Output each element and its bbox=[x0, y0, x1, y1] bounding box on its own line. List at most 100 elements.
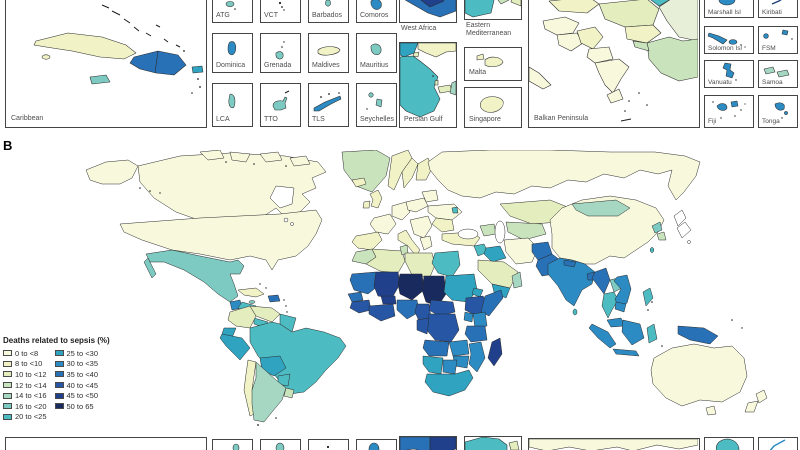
legend-item: 14 to <16 bbox=[3, 390, 47, 401]
country-iraq bbox=[483, 245, 507, 263]
inset-maldives: Maldives bbox=[308, 33, 349, 73]
legend-swatch bbox=[54, 382, 64, 389]
legend: Deaths related to sepsis (%) 0 to <8 8 t… bbox=[3, 336, 163, 422]
tto-map bbox=[272, 90, 290, 111]
country-somalia bbox=[480, 289, 504, 317]
inset-malta: Malta bbox=[464, 47, 522, 81]
country-turkey bbox=[646, 36, 698, 82]
inset-label-maldives: Maldives bbox=[312, 62, 340, 70]
country-tanzania bbox=[464, 325, 488, 343]
country-jamaica bbox=[89, 74, 111, 85]
country-australia bbox=[650, 343, 748, 407]
tls-map bbox=[313, 92, 342, 112]
inset-fsm: FSM bbox=[758, 26, 798, 54]
country-philippines bbox=[642, 287, 654, 307]
legend-item: 8 to <10 bbox=[3, 359, 47, 370]
inset-label-balkan: Balkan Peninsula bbox=[534, 115, 589, 123]
country-argentina bbox=[251, 361, 287, 423]
country-java bbox=[612, 348, 640, 357]
legend-swatch bbox=[3, 392, 12, 399]
inset-label-seychelles: Seychelles bbox=[360, 116, 394, 124]
inset-vct-bottom bbox=[260, 439, 301, 450]
inset-label-persian-gulf: Persian Gulf bbox=[404, 116, 443, 124]
country-namibia bbox=[422, 355, 444, 375]
inset-marshall-bottom bbox=[704, 437, 754, 450]
lca-map bbox=[228, 93, 236, 109]
vct-bottom-map bbox=[275, 442, 285, 450]
inset-label-kiribati: Kiribati bbox=[762, 8, 782, 16]
marshall-bottom-map bbox=[715, 438, 740, 450]
legend-item: 25 to <30 bbox=[54, 348, 98, 359]
inset-label-eastern-mediterranean: Eastern Mediterranean bbox=[466, 22, 512, 38]
country-alaska bbox=[85, 159, 139, 185]
inset-balkan: Balkan Peninsula bbox=[528, 0, 700, 128]
country-puerto-rico bbox=[191, 65, 204, 74]
legend-swatch bbox=[54, 360, 64, 367]
legend-item: 16 to <20 bbox=[3, 401, 47, 412]
barbados-map bbox=[325, 0, 331, 7]
inset-vct: VCT bbox=[260, 0, 301, 23]
persian-gulf-map bbox=[400, 43, 456, 118]
inset-singapore: Singapore bbox=[464, 87, 522, 128]
legend-item: 10 to <12 bbox=[3, 369, 47, 380]
country-mali bbox=[373, 271, 401, 299]
inset-persian-gulf: Persian Gulf bbox=[399, 42, 457, 128]
mauritius-map bbox=[370, 43, 382, 55]
legend-item: 35 to <40 bbox=[54, 369, 98, 380]
inset-atg-bottom bbox=[212, 439, 253, 450]
vct-map bbox=[278, 1, 285, 11]
fiji-map bbox=[712, 100, 746, 119]
country-egypt bbox=[431, 250, 461, 278]
inset-atg: ATG bbox=[212, 0, 253, 23]
inset-mauritius: Mauritius bbox=[356, 33, 397, 73]
country-zambia bbox=[448, 339, 470, 357]
country-burkina-faso bbox=[380, 295, 397, 305]
country-saudi-arabia bbox=[477, 259, 519, 289]
inset-eastern-mediterranean bbox=[464, 0, 522, 20]
inset-lca: LCA bbox=[212, 83, 253, 127]
inset-marshall: Marshall Isl bbox=[704, 0, 754, 18]
legend-swatch bbox=[3, 413, 12, 420]
west-africa-map bbox=[404, 0, 456, 18]
inset-tonga: Tonga bbox=[758, 95, 798, 128]
country-usa bbox=[119, 209, 323, 271]
inset-barbados: Barbados bbox=[308, 0, 349, 23]
maldives-map bbox=[317, 46, 341, 56]
balkan-bottom-map bbox=[529, 439, 698, 450]
inset-samoa: Samoa bbox=[758, 60, 798, 88]
comoros-bottom-map bbox=[368, 442, 380, 450]
inset-label-grenada: Grenada bbox=[264, 62, 292, 70]
country-nepal bbox=[563, 259, 577, 268]
fsm-map bbox=[763, 29, 793, 40]
country-hispaniola bbox=[129, 50, 187, 76]
legend-item: 45 to <50 bbox=[54, 390, 98, 401]
inset-label-caribbean: Caribbean bbox=[11, 115, 44, 123]
country-romania bbox=[598, 0, 660, 28]
country-sulawesi bbox=[646, 323, 658, 344]
inset-label-mauritius: Mauritius bbox=[360, 62, 389, 70]
country-oman bbox=[511, 271, 523, 289]
inset-label-west-africa: West Africa bbox=[401, 25, 437, 32]
country-mexico bbox=[145, 249, 245, 303]
country-cuba bbox=[33, 32, 137, 60]
country-libya bbox=[404, 252, 436, 278]
inset-label-malta: Malta bbox=[469, 69, 487, 77]
eastern-mediterranean-map bbox=[465, 0, 521, 18]
country-venezuela bbox=[249, 305, 281, 323]
dominica-map bbox=[227, 41, 237, 56]
country-greece bbox=[419, 235, 433, 251]
comoros-map bbox=[370, 0, 382, 10]
legend-swatch bbox=[3, 371, 12, 378]
country-new-zealand bbox=[755, 389, 768, 404]
country-cuba bbox=[237, 287, 265, 298]
country-greenland bbox=[341, 150, 391, 193]
country-madagascar bbox=[487, 337, 503, 367]
inset-solomon: Solomon Isl bbox=[704, 26, 754, 54]
country-new-guinea bbox=[677, 325, 719, 345]
inset-label-tls: TLS bbox=[312, 116, 325, 124]
country-moldova bbox=[650, 0, 670, 7]
country-sweden bbox=[401, 157, 419, 189]
inset-kiribati: Kiribati bbox=[758, 0, 798, 18]
grenada-map bbox=[275, 41, 285, 60]
atg-bottom-map bbox=[232, 443, 240, 450]
